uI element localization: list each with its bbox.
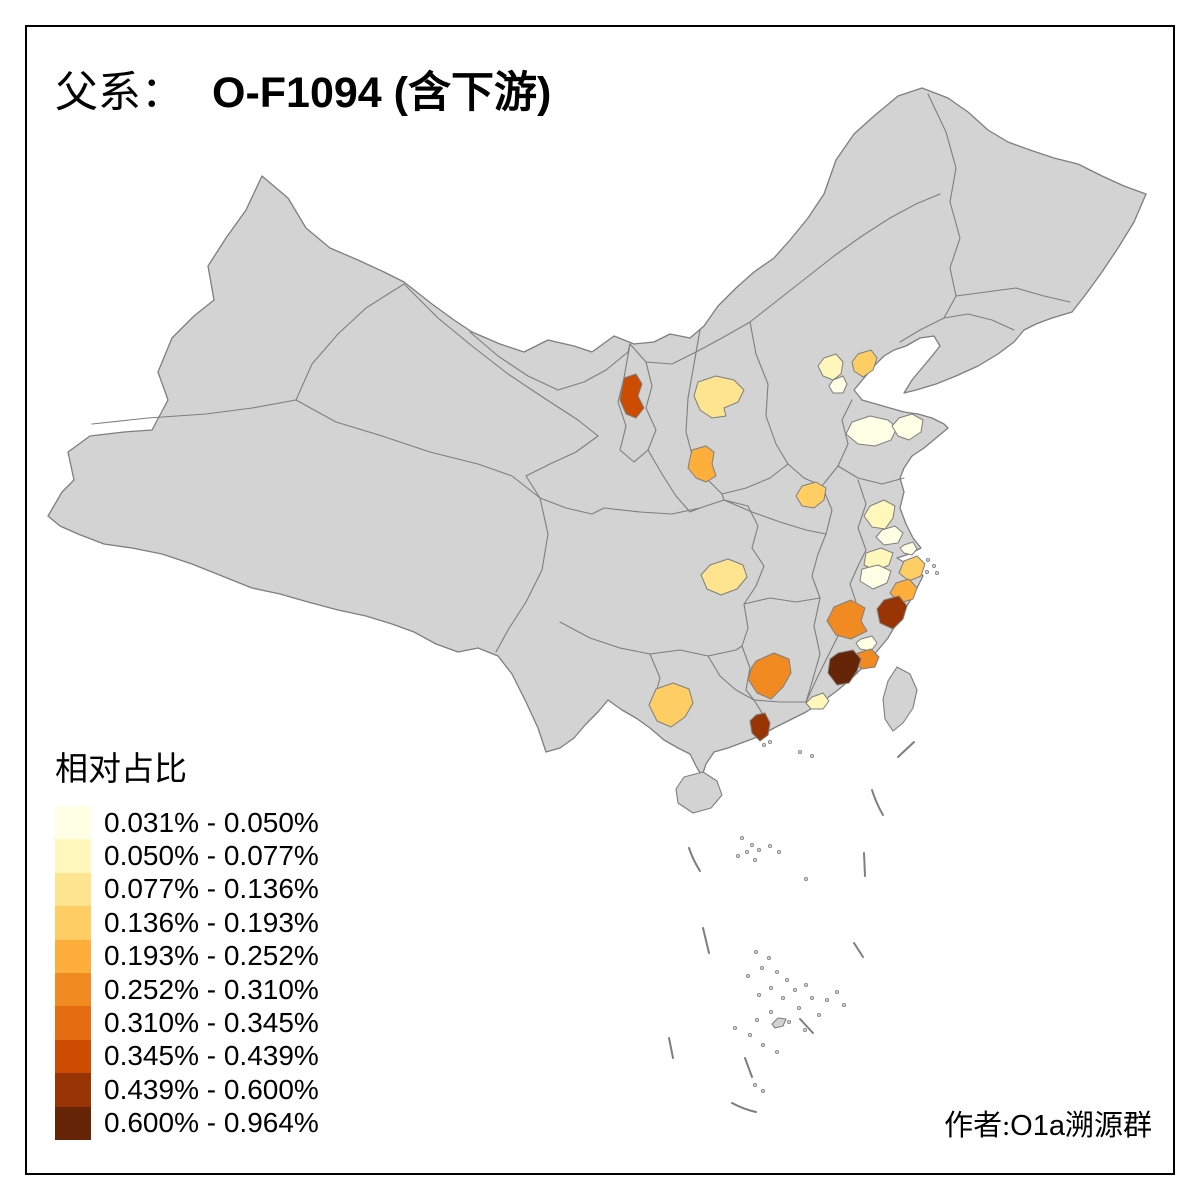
region-ningxia-north [619, 373, 645, 419]
legend-row: 0.136% - 0.193% [55, 906, 319, 940]
region-sichuan-east [700, 558, 748, 596]
legend-swatch [55, 972, 91, 1007]
mainland-china [47, 87, 1147, 777]
region-jiangsu-central [863, 499, 896, 530]
legend-row: 0.310% - 0.345% [55, 1006, 319, 1040]
legend-row: 0.193% - 0.252% [55, 939, 319, 973]
region-yunnan-east [648, 682, 694, 728]
title-haplogroup: O-F1094 (含下游) [212, 69, 552, 117]
region-henan-south [795, 481, 827, 509]
region-shanghai-area [899, 541, 918, 556]
region-shandong-west [845, 415, 898, 447]
region-jiangsu-nantong [875, 525, 904, 546]
credit-group-latin: O1a [1010, 1110, 1065, 1142]
legend-swatch [55, 1006, 91, 1040]
legend-swatch [55, 806, 91, 840]
legend-title: 相对占比 [55, 752, 187, 788]
region-zhejiang-north [863, 547, 894, 572]
page-title: 父系： O-F1094 (含下游) [55, 58, 551, 120]
legend-swatch [55, 906, 91, 940]
legend-label: 0.136% - 0.193% [104, 906, 319, 938]
region-shaanxi-central [687, 445, 717, 483]
taiwan-island [882, 666, 918, 732]
legend-row: 0.252% - 0.310% [55, 972, 319, 1007]
legend-swatch [55, 1073, 91, 1107]
region-liaoning-huludao [851, 349, 878, 378]
region-shanxi-central [693, 375, 745, 419]
legend-label: 0.193% - 0.252% [104, 940, 319, 972]
region-zhangzhou-xiamen [827, 649, 862, 686]
region-pearl-river-west [749, 712, 771, 742]
choropleth-regions [619, 349, 926, 742]
province-borders [91, 93, 1071, 733]
south-sea-islet [771, 1017, 787, 1029]
legend-label: 0.600% - 0.964% [104, 1107, 319, 1139]
title-label: 父系： [55, 70, 184, 117]
region-beijing [817, 353, 844, 381]
legend-label: 0.252% - 0.310% [104, 973, 319, 1005]
legend-swatch [55, 1039, 91, 1074]
region-fujian-sanming [826, 599, 868, 640]
credit-prefix: 作者: [944, 1110, 1011, 1142]
legend-swatch [55, 939, 91, 973]
legend-label: 0.031% - 0.050% [104, 806, 319, 838]
legend-row: 0.345% - 0.439% [55, 1039, 319, 1074]
legend-label: 0.345% - 0.439% [104, 1040, 319, 1072]
dash-line-segments [668, 741, 915, 1113]
region-shandong-east [891, 413, 924, 441]
legend-swatch [55, 872, 91, 907]
legend-swatch [55, 839, 91, 873]
legend-label: 0.439% - 0.600% [104, 1073, 319, 1105]
region-hunan-chenzhou [747, 652, 792, 700]
legend-row: 0.439% - 0.600% [55, 1073, 319, 1107]
legend-label: 0.310% - 0.345% [104, 1007, 319, 1039]
credit-group-zh: 溯源群 [1064, 1110, 1152, 1142]
legend-swatch [55, 1106, 91, 1140]
region-guangdong-chaoshan [805, 692, 830, 710]
hainan-island [675, 771, 723, 814]
legend-rows: 0.031% - 0.050% 0.050% - 0.077% 0.077% - 0… [55, 806, 319, 1140]
author-credit: 作者:O1a溯源群 [944, 1102, 1152, 1144]
legend-row: 0.600% - 0.964% [55, 1106, 319, 1140]
legend-row: 0.050% - 0.077% [55, 839, 319, 873]
small-islands [733, 558, 940, 1094]
legend-label: 0.077% - 0.136% [104, 873, 319, 905]
region-wenzhou [876, 595, 908, 630]
region-tianjin [828, 375, 848, 394]
legend-row: 0.077% - 0.136% [55, 872, 319, 907]
legend-label: 0.050% - 0.077% [104, 840, 319, 872]
region-ningbo [898, 555, 926, 582]
region-zhejiang-hangzhou [859, 564, 892, 590]
legend: 相对占比 0.031% - 0.050% 0.050% - 0.077% 0.077… [55, 742, 319, 1140]
legend-row: 0.031% - 0.050% [55, 806, 319, 840]
